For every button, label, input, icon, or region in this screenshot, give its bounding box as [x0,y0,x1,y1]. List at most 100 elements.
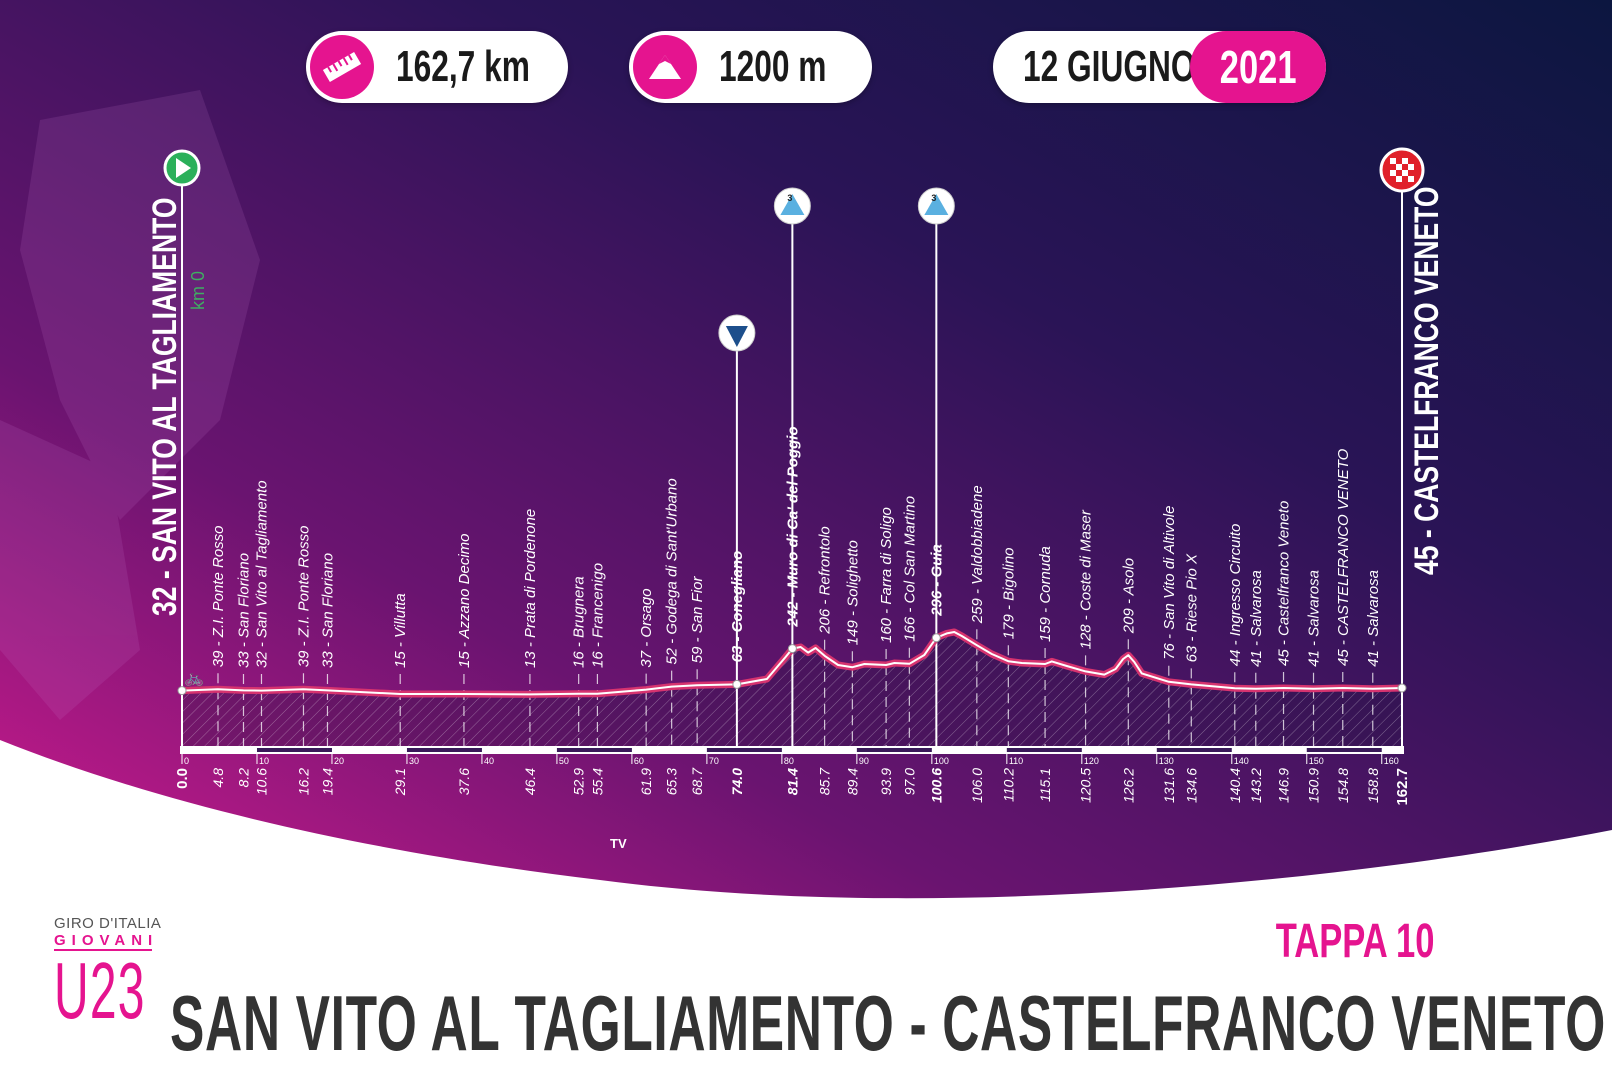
profile-point [931,633,941,643]
checkered-square [1402,170,1408,176]
kom-mountain-icon [780,194,805,215]
checkered-square [1408,176,1414,182]
km-axis-segment [556,748,632,752]
waypoint-km: 16.2 [295,768,311,795]
waypoint-label: 33 - San Floriano [319,553,336,668]
waypoint-km: 4.8 [210,768,226,788]
waypoint-km: 46.4 [522,768,538,795]
x-tick-label: 10 [259,756,269,766]
waypoint-km: 37.6 [456,768,472,795]
kom-mountain-icon [924,194,949,215]
profile-point [732,679,742,689]
waypoint-label: 39 - Z.I. Ponte Rosso [295,525,312,667]
waypoint-label: 45 - CASTELFRANCO VENETO [1335,448,1352,666]
waypoint-km: 61.9 [638,768,654,795]
waypoint-label: 259 - Valdobbiadene [969,485,986,624]
km-axis-segment [856,748,932,752]
profile-point [177,686,187,696]
waypoint-km: 120.5 [1078,768,1094,803]
waypoint-label: 63 - Conegliano [729,551,746,663]
stage-number: TAPPA 10 [1275,915,1434,968]
waypoint-km: 29.1 [392,768,408,796]
waypoint-label: 160 - Farra di Soligo [878,507,895,643]
stage-title: SAN VITO AL TAGLIAMENTO - CASTELFRANCO V… [170,979,1606,1067]
date-value: 12 GIUGNO [1023,42,1196,91]
elevation-value: 1200 m [719,42,827,91]
waypoint-label: 179 - Bigolino [1000,547,1017,639]
x-tick-label: 50 [559,756,569,766]
province-tv: TV [610,836,627,851]
km-axis-segment [256,748,332,752]
waypoint-km: 146.9 [1276,768,1292,803]
waypoint-label: 45 - Castelfranco Veneto [1276,501,1293,666]
x-tick-label: 120 [1084,756,1099,766]
waypoint-km: 126.2 [1120,768,1136,803]
x-tick-label: 130 [1159,756,1174,766]
waypoint-label: 32 - San Vito al Tagliamento [253,480,270,668]
logo-u23: U23 [54,946,146,1035]
x-tick-label: 150 [1309,756,1324,766]
year-badge: 2021 [1190,31,1326,103]
waypoint-label: 13 - Prata di Pordenone [522,509,539,668]
km-axis-bar [180,746,1404,754]
checkered-square [1408,164,1414,170]
waypoint-label: 52 - Godega di Sant'Urbano [664,478,681,664]
checkered-square [1390,170,1396,176]
x-tick-label: 90 [859,756,869,766]
waypoint-label: 41 - Salvarosa [1365,570,1382,667]
x-tick-label: 110 [1009,756,1023,766]
waypoint-label: 159 - Cornuda [1037,546,1054,642]
waypoint-km: 65.3 [664,768,680,795]
finish-label: 45 - CASTELFRANCO VENETO [1408,186,1446,575]
year-value: 2021 [1219,41,1297,93]
waypoint-km: 68.7 [689,767,705,795]
waypoint-label: 206 - Refrontolo [817,526,834,635]
waypoint-label: 41 - Salvarosa [1306,570,1323,667]
waypoint-km: 115.1 [1037,768,1053,802]
waypoint-km: 131.6 [1161,768,1177,803]
bicycle-icon: 🚲 [184,668,204,687]
km-axis-segment [1306,748,1382,752]
kom-category: 3 [931,193,936,203]
checkered-square [1402,158,1408,164]
elevation-profile-chart: 39 - Z.I. Ponte Rosso 4.8 33 - San Florian… [163,147,1425,806]
x-tick-label: 60 [634,756,644,766]
finish-km: 162.7 [1394,768,1411,806]
waypoint-km: 110.2 [1000,768,1016,802]
logo-line2: GIOVANI [54,932,159,951]
sprint-triangle-icon [725,326,748,347]
province-pn: PN [186,836,205,851]
waypoint-km: 140.4 [1227,768,1243,803]
waypoint-label: 15 - Villutta [392,593,409,668]
waypoint-label: 149 - Solighetto [844,540,861,645]
waypoint-km: 85.7 [817,767,833,795]
waypoint-label: 39 - Z.I. Ponte Rosso [210,525,227,667]
waypoint-label: 296 - Guia [928,544,945,617]
waypoint-km: 74.0 [729,768,745,795]
km-axis-segment [1156,748,1232,752]
x-tick-label: 140 [1234,756,1249,766]
waypoint-km: 8.2 [235,768,251,788]
waypoint-label: 128 - Coste di Maser [1078,509,1095,649]
km-axis-segment [1006,748,1082,752]
waypoint-km: 154.8 [1335,768,1351,803]
x-tick-label: 0 [184,756,189,766]
x-tick-label: 40 [484,756,494,766]
giro-giovani-u23-logo: GIRO D'ITALIA GIOVANI U23 [54,915,214,1031]
waypoint-label: 41 - Salvarosa [1248,570,1265,667]
mountain-icon [633,35,697,99]
waypoint-km: 97.0 [901,768,917,795]
distance-badge: 162,7 km [306,31,568,103]
waypoint-label: 59 - San Fior [689,575,706,663]
waypoint-label: 37 - Orsago [638,588,655,667]
waypoint-km: 150.9 [1306,768,1322,803]
logo-line1: GIRO D'ITALIA [54,915,162,932]
x-tick-label: 80 [784,756,794,766]
waypoint-label: 242 - Muro di Ca' del Poggio [784,426,801,627]
profile-point [1397,683,1407,693]
waypoint-label: 33 - San Floriano [235,553,252,668]
waypoint-label: 16 - Brugnera [571,576,588,668]
start-km: 0.0 [174,768,191,789]
start-label: 32 - SAN VITO AL TAGLIAMENTO [146,197,184,616]
